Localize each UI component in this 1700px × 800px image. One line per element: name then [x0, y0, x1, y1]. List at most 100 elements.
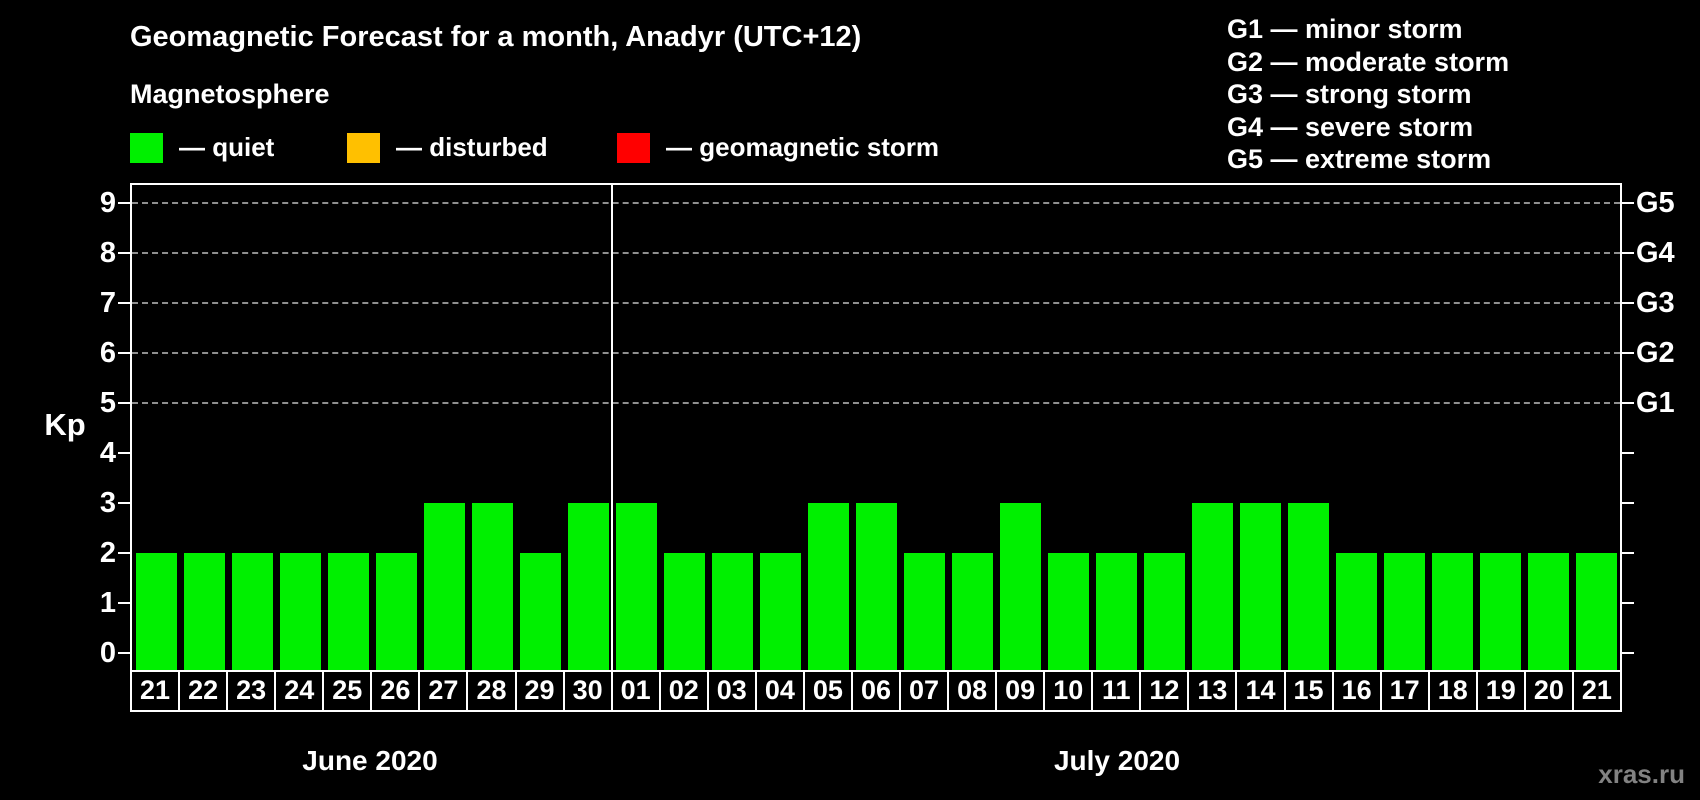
- day-label: 25: [324, 672, 373, 710]
- y-axis-tick-label-7: 7: [99, 287, 116, 319]
- kp-bar-day-18: [1431, 553, 1473, 670]
- kp-bar-day-13: [1191, 503, 1233, 670]
- right-axis-tick-0: [1622, 652, 1634, 654]
- kp-bar-day-22: [183, 553, 225, 670]
- day-label: 03: [709, 672, 757, 710]
- legend-item-quiet: — quiet: [130, 132, 274, 163]
- day-label: 08: [949, 672, 998, 710]
- kp-bar-day-25: [327, 553, 369, 670]
- legend-swatch-geomagnetic-storm: [617, 132, 650, 163]
- month-label-july: July 2020: [1053, 745, 1181, 776]
- right-axis-tick-4: [1622, 452, 1634, 454]
- kp-bar-day-12: [1143, 553, 1185, 670]
- kp-bar-day-04: [759, 553, 801, 670]
- kp-bar-day-24: [279, 553, 321, 670]
- y-axis-tick-0: [118, 652, 130, 654]
- day-label: 05: [805, 672, 853, 710]
- gridline-kp9: [132, 202, 1620, 204]
- day-label: 11: [1093, 672, 1142, 710]
- day-label: 20: [1526, 672, 1574, 710]
- kp-bar-day-07: [903, 553, 945, 670]
- y-axis-tick-5: [118, 402, 130, 404]
- day-label: 17: [1382, 672, 1430, 710]
- y-axis-tick-label-1: 1: [99, 587, 116, 619]
- kp-bar-day-21: [135, 553, 177, 670]
- kp-bar-day-05: [807, 503, 849, 670]
- kp-bar-day-03: [711, 553, 753, 670]
- y-axis-tick-label-2: 2: [99, 537, 116, 569]
- kp-bar-day-15: [1287, 503, 1329, 670]
- kp-bar-day-06: [855, 503, 897, 670]
- watermark: xras.ru: [1598, 759, 1685, 789]
- day-label: 09: [997, 672, 1046, 710]
- g-scale-legend: G1 — minor storm G2 — moderate storm G3 — …: [1227, 13, 1509, 176]
- y-axis-tick-3: [118, 502, 130, 504]
- plot-area: 0 1 2 3 4 5 6 7 8 9 G1 G2 G3 G4 G5: [100, 183, 1675, 670]
- y-axis-tick-label-8: 8: [99, 237, 116, 269]
- day-label: 12: [1141, 672, 1190, 710]
- y-axis-tick-4: [118, 452, 130, 454]
- day-label: 13: [1189, 672, 1238, 710]
- day-label: 01: [613, 672, 661, 710]
- day-label: 07: [901, 672, 950, 710]
- kp-bar-day-29: [519, 553, 561, 670]
- month-divider-line: [611, 185, 613, 670]
- right-axis-tick-9: [1622, 202, 1634, 204]
- kp-bar-day-08: [951, 553, 993, 670]
- y-axis-tick-1: [118, 602, 130, 604]
- right-axis-tick-7: [1622, 302, 1634, 304]
- day-label: 06: [853, 672, 901, 710]
- g-scale-legend-line-5: G5 — extreme storm: [1227, 144, 1492, 174]
- magnetosphere-heading: Magnetosphere: [130, 79, 330, 109]
- y-axis-tick-8: [118, 252, 130, 254]
- legend-swatch-disturbed: [347, 132, 380, 163]
- legend-label-geomagnetic-storm: — geomagnetic storm: [666, 132, 940, 162]
- y-axis-tick-6: [118, 352, 130, 354]
- g-scale-tick-label-g4: G4: [1636, 237, 1675, 269]
- day-label: 16: [1334, 672, 1382, 710]
- y-axis-tick-7: [118, 302, 130, 304]
- kp-bar-day-14: [1239, 503, 1281, 670]
- g-scale-legend-line-2: G2 — moderate storm: [1227, 46, 1510, 77]
- g-scale-legend-line-1: G1 — minor storm: [1227, 14, 1463, 44]
- kp-bar-day-17: [1383, 553, 1425, 670]
- g-scale-tick-label-g2: G2: [1636, 337, 1675, 369]
- kp-bar-day-09: [999, 503, 1041, 670]
- legend-label-disturbed: — disturbed: [396, 132, 548, 162]
- kp-bar-day-01: [615, 503, 657, 670]
- legend-item-geomagnetic-storm: — geomagnetic storm: [617, 132, 939, 163]
- gridline-kp7: [132, 302, 1620, 304]
- g-scale-tick-label-g5: G5: [1636, 187, 1675, 219]
- day-label: 04: [757, 672, 805, 710]
- y-axis-tick-9: [118, 202, 130, 204]
- day-label: 30: [565, 672, 613, 710]
- right-axis-tick-3: [1622, 502, 1634, 504]
- kp-bar-day-26: [375, 553, 417, 670]
- chart-title: Geomagnetic Forecast for a month, Anadyr…: [130, 21, 862, 53]
- kp-bar-day-16: [1335, 553, 1377, 670]
- g-scale-legend-line-3: G3 — strong storm: [1227, 79, 1472, 109]
- day-label: 10: [1045, 672, 1094, 710]
- kp-bar-day-19: [1479, 553, 1521, 670]
- day-label: 14: [1237, 672, 1286, 710]
- day-label: 29: [517, 672, 565, 710]
- g-scale-legend-line-4: G4 — severe storm: [1227, 111, 1474, 142]
- kp-bar-day-02: [663, 553, 705, 670]
- gridline-kp5: [132, 402, 1620, 404]
- kp-bar-day-21: [1575, 553, 1617, 670]
- day-axis-row: 21 22 23 24 25 26 27 28 29 30 01 02 03 04 05 06 07 08 09 10…: [130, 670, 1622, 712]
- month-label-june: June 2020: [302, 745, 438, 776]
- y-axis-title: Kp: [44, 407, 86, 442]
- g-scale-tick-label-g3: G3: [1636, 287, 1675, 319]
- g-scale-tick-label-g1: G1: [1636, 387, 1675, 419]
- y-axis-tick-label-0: 0: [99, 637, 116, 669]
- y-axis-tick-label-6: 6: [99, 337, 116, 369]
- legend-item-disturbed: — disturbed: [347, 132, 548, 163]
- right-axis-tick-6: [1622, 352, 1634, 354]
- day-label: 22: [180, 672, 229, 710]
- right-axis-tick-1: [1622, 602, 1634, 604]
- day-label: 02: [661, 672, 709, 710]
- day-label: 21: [132, 672, 181, 710]
- day-label: 26: [372, 672, 421, 710]
